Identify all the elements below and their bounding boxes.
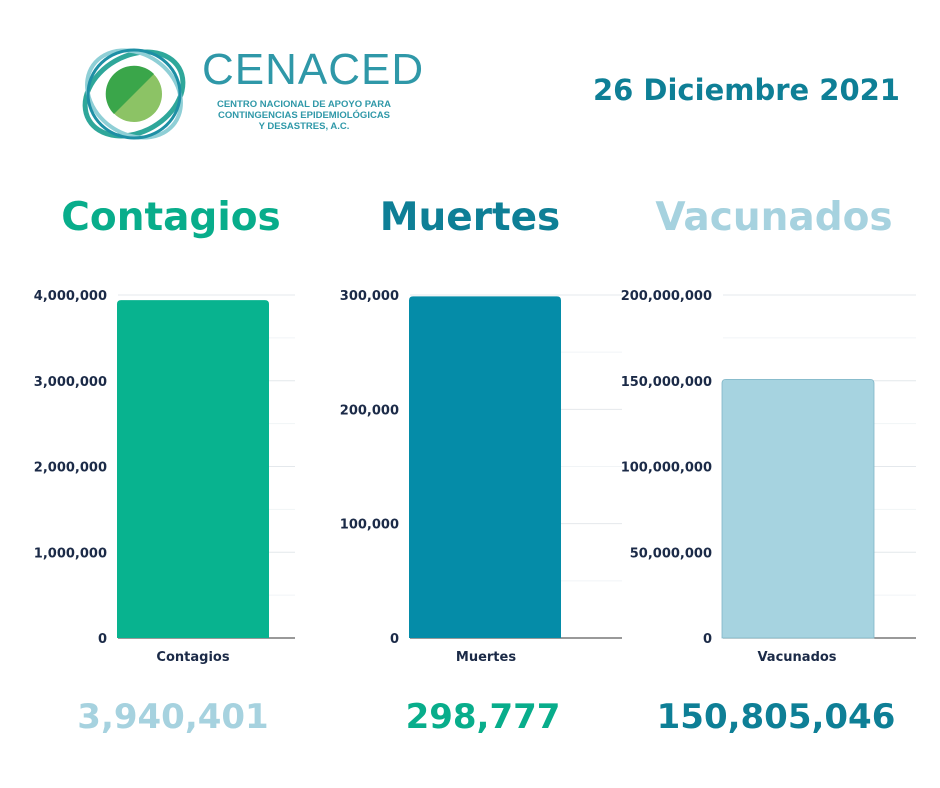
- brand-name: CENACED: [202, 45, 425, 94]
- total-contagios: 3,940,401: [77, 697, 269, 737]
- y-tick-label: 100,000: [340, 518, 399, 533]
- y-tick-label: 50,000,000: [630, 546, 712, 561]
- y-tick-label: 300,000: [340, 289, 399, 304]
- y-tick-label: 100,000,000: [621, 461, 712, 476]
- x-tick-label: Contagios: [156, 650, 229, 665]
- chart-contagios: 0 1,000,000 2,000,000 3,000,000 4,000,000 Con…: [34, 289, 295, 665]
- chart-vacunados: 0 50,000,000 100,000,000 150,000,000 200,000…: [621, 289, 916, 665]
- y-tick-label: 1,000,000: [34, 546, 107, 561]
- y-tick-label: 0: [98, 632, 107, 647]
- total-vacunados: 150,805,046: [656, 697, 896, 737]
- y-tick-label: 0: [390, 632, 399, 647]
- cenaced-logo-icon: [82, 48, 186, 140]
- bar-contagios: [117, 300, 269, 638]
- y-tick-label: 200,000: [340, 403, 399, 418]
- report-date: 26 Diciembre 2021: [592, 73, 900, 107]
- y-tick-label: 3,000,000: [34, 375, 107, 390]
- y-tick-label: 2,000,000: [34, 461, 107, 476]
- y-tick-label: 200,000,000: [621, 289, 712, 304]
- bar-vacunados: [721, 378, 875, 639]
- y-tick-label: 150,000,000: [621, 375, 712, 390]
- x-tick-label: Muertes: [456, 650, 516, 665]
- logo-half: [105, 65, 154, 114]
- bar-muertes: [409, 296, 561, 638]
- chart-muertes: 0 100,000 200,000 300,000 Muertes: [340, 289, 622, 665]
- total-muertes: 298,777: [405, 697, 561, 737]
- heading-muertes: Muertes: [379, 195, 561, 240]
- brand-subtitle-line: Y DESASTRES, A.C.: [258, 121, 350, 132]
- brand-subtitle-line: CONTINGENCIAS EPIDEMIOLÓGICAS: [217, 110, 391, 121]
- brand-subtitle-line: CENTRO NACIONAL DE APOYO PARA: [216, 99, 391, 110]
- y-tick-label: 4,000,000: [34, 289, 107, 304]
- heading-vacunados: Vacunados: [655, 195, 893, 240]
- y-tick-label: 0: [703, 632, 712, 647]
- brand-subtitle: CENTRO NACIONAL DE APOYO PARA CONTINGENC…: [204, 99, 404, 132]
- x-tick-label: Vacunados: [757, 650, 836, 665]
- heading-contagios: Contagios: [61, 195, 281, 240]
